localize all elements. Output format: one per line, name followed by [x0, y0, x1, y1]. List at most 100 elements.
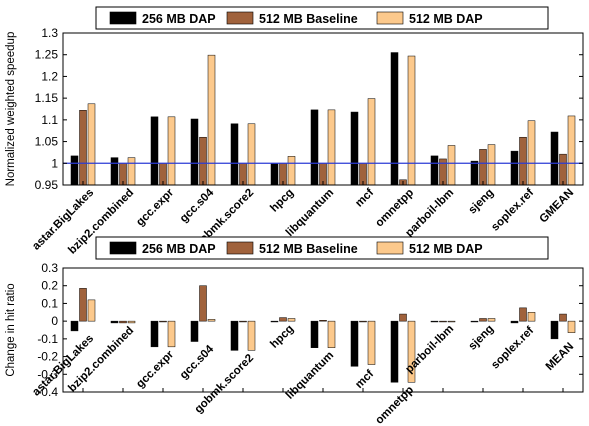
bar-512-baseline — [319, 320, 327, 322]
bar-512-baseline — [159, 320, 167, 323]
bar-512-baseline — [239, 320, 247, 323]
speedup-panel: 0.9511.051.11.151.21.251.3astar.BigLakes… — [5, 6, 584, 257]
y-tick-label: 0.95 — [35, 178, 59, 192]
bar-512-baseline — [479, 318, 487, 322]
x-category-label: sjeng — [466, 323, 496, 353]
legend: 256 MB DAP 512 MB Baseline 512 MB DAP — [95, 6, 549, 30]
x-category-label: sjeng — [466, 187, 496, 217]
x-category-label: mcf — [353, 187, 376, 210]
bar-256-dap — [430, 320, 439, 323]
plot-frame — [62, 267, 584, 393]
x-category-label: MEAN — [544, 341, 576, 373]
legend: 256 MB DAP 512 MB Baseline 512 MB DAP — [95, 236, 549, 260]
legend-box — [95, 236, 549, 260]
bar-512-dap — [487, 318, 496, 322]
bar-512-dap — [447, 320, 456, 323]
legend-swatch — [109, 241, 137, 255]
bar-256-dap — [230, 123, 239, 186]
plot-frame — [62, 32, 584, 186]
x-category-label: hpcg — [268, 187, 296, 215]
hit-ratio-panel: -0.4-0.3-0.2-0.100.10.20.3astar.BigLakes… — [5, 236, 584, 426]
bar-256-dap — [70, 320, 79, 332]
y-tick-label: -0.2 — [37, 350, 58, 364]
bar-512-dap — [207, 319, 216, 322]
legend-box — [95, 6, 549, 30]
bar-512-dap — [247, 320, 256, 351]
legend-swatch — [376, 11, 404, 25]
bar-512-dap — [167, 116, 176, 186]
bar-512-dap — [487, 144, 496, 186]
x-category-label: libquantum — [284, 349, 336, 401]
bar-512-dap — [407, 55, 416, 186]
x-category-label: omnetpp — [373, 187, 416, 230]
bar-256-dap — [230, 320, 239, 351]
bar-512-baseline — [479, 149, 487, 186]
x-category-label: gcc.s04 — [178, 343, 217, 382]
bar-256-dap — [550, 131, 559, 186]
bar-512-baseline — [199, 136, 207, 186]
legend-entry: 256 MB DAP — [142, 12, 216, 26]
bar-512-baseline — [519, 136, 527, 186]
bar-512-dap — [127, 320, 136, 324]
y-tick-label: -0.1 — [37, 332, 58, 346]
y-tick-label: 1 — [51, 156, 58, 170]
bar-256-dap — [110, 320, 119, 324]
legend-swatch — [226, 11, 254, 25]
bar-256-dap — [110, 157, 119, 186]
y-tick-label: 0.2 — [41, 279, 58, 293]
x-category-label: soplex.ref — [489, 187, 536, 234]
bar-512-baseline — [439, 320, 447, 323]
y-axis-label: Change in hit ratio — [5, 283, 17, 376]
bar-512-dap — [407, 320, 416, 383]
bar-512-dap — [447, 145, 456, 186]
legend-swatch — [226, 241, 254, 255]
y-tick-label: 0.3 — [41, 261, 58, 275]
y-tick-label: 1.15 — [35, 91, 59, 105]
bar-256-dap — [150, 116, 159, 186]
y-tick-label: 1.3 — [41, 26, 58, 40]
bar-512-dap — [367, 98, 376, 186]
bar-256-dap — [470, 160, 479, 186]
bar-512-dap — [287, 156, 296, 186]
x-category-label: GMEAN — [537, 187, 576, 226]
y-tick-label: -0.4 — [37, 385, 58, 399]
bar-512-baseline — [199, 285, 207, 322]
y-tick-label: 1.2 — [41, 69, 58, 83]
bar-512-dap — [127, 157, 136, 186]
bar-512-baseline — [399, 313, 407, 322]
bar-512-baseline — [79, 288, 87, 322]
legend-entry: 512 MB Baseline — [259, 242, 358, 256]
bar-512-dap — [567, 115, 576, 186]
bar-256-dap — [150, 320, 159, 348]
bar-256-dap — [350, 111, 359, 186]
bar-512-baseline — [559, 153, 567, 186]
bar-512-dap — [87, 299, 96, 322]
bar-256-dap — [70, 155, 79, 186]
x-category-label: gcc.expr — [134, 186, 176, 228]
bar-512-dap — [327, 320, 336, 348]
bar-512-baseline — [559, 313, 567, 322]
bar-256-dap — [310, 320, 319, 348]
x-category-label: hpcg — [268, 323, 296, 351]
legend-entry: 512 MB DAP — [409, 12, 483, 26]
bar-256-dap — [270, 320, 279, 323]
bar-512-dap — [167, 320, 176, 348]
x-category-label: gcc.expr — [134, 348, 176, 390]
legend-entry: 512 MB Baseline — [259, 12, 358, 26]
bar-512-baseline — [119, 320, 127, 324]
bar-512-baseline — [279, 317, 287, 322]
bar-256-dap — [350, 320, 359, 367]
bar-256-dap — [470, 320, 479, 323]
legend-swatch — [376, 241, 404, 255]
bar-256-dap — [390, 320, 399, 383]
bar-256-dap — [510, 320, 519, 324]
bar-512-dap — [287, 318, 296, 322]
bar-512-dap — [327, 109, 336, 186]
y-tick-label: 1.05 — [35, 135, 59, 149]
bar-256-dap — [430, 155, 439, 186]
bar-512-baseline — [359, 320, 367, 323]
bar-256-dap — [550, 320, 559, 340]
y-tick-label: 0 — [51, 314, 58, 328]
x-category-label: mcf — [353, 368, 376, 391]
